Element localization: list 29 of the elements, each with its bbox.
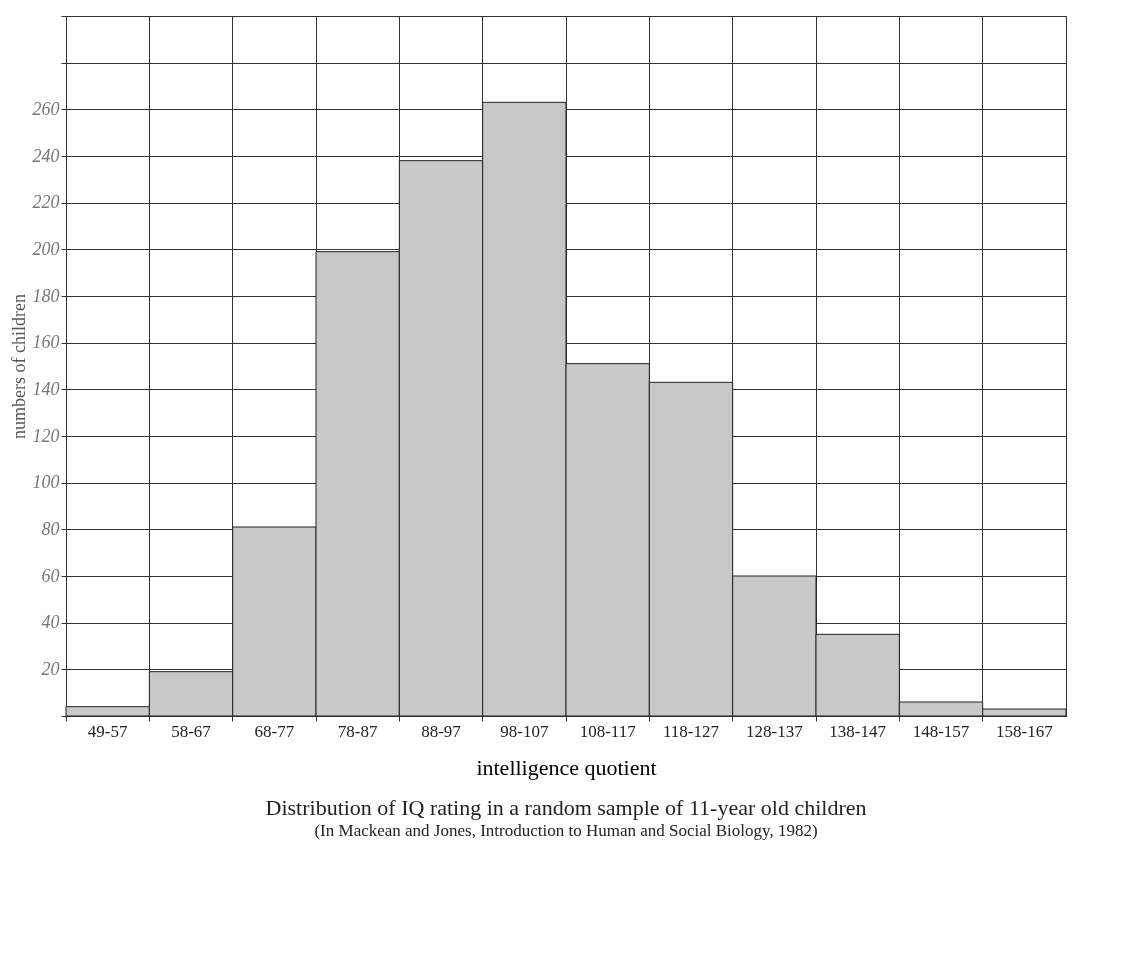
x-tick-label: 118-127 <box>662 721 720 741</box>
x-tick-label: 158-167 <box>996 721 1054 741</box>
x-tick-label: 49-57 <box>87 721 128 741</box>
x-tick-label: 68-77 <box>254 721 295 741</box>
y-tick-label: 20 <box>41 658 60 679</box>
x-tick-label: 58-67 <box>171 721 212 741</box>
x-tick-label: 88-97 <box>421 721 462 741</box>
y-tick-label: 140 <box>32 378 60 399</box>
x-tick-label: 128-137 <box>746 721 804 741</box>
y-tick-label: 60 <box>41 565 60 586</box>
y-tick-label: 220 <box>32 192 60 213</box>
x-tick-label: 148-157 <box>912 721 970 741</box>
y-tick-label: 240 <box>32 145 60 166</box>
y-axis-title: numbers of children <box>8 294 29 439</box>
y-tick-label: 260 <box>32 98 60 119</box>
x-tick-label: 138-147 <box>829 721 887 741</box>
y-tick-label: 80 <box>41 518 60 539</box>
text: Distribution of IQ rating in a random sample of 11-year old children <box>265 795 867 820</box>
x-tick-label: 78-87 <box>337 721 378 741</box>
y-tick-label: 160 <box>32 332 60 353</box>
y-tick-label: 180 <box>32 285 60 306</box>
x-axis-title: intelligence quotient <box>476 754 657 780</box>
y-tick-label: 100 <box>32 472 60 493</box>
y-tick-label: 200 <box>32 238 60 259</box>
y-tick-label: 40 <box>41 612 60 633</box>
text: (In Mackean and Jones, Introduction to Human and Social Biology, 1982) <box>314 821 818 840</box>
x-tick-label: 108-117 <box>579 721 637 741</box>
x-tick-label: 98-107 <box>500 721 549 741</box>
y-tick-label: 120 <box>32 425 60 446</box>
